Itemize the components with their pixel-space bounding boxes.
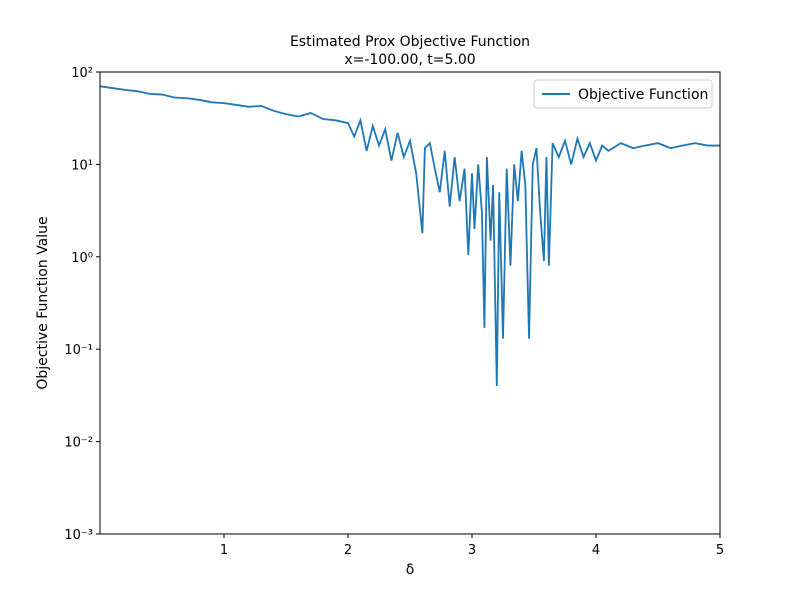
x-tick-label: 1 <box>220 543 228 558</box>
x-tick-label: 3 <box>468 543 476 558</box>
x-tick-label: 4 <box>592 543 600 558</box>
x-tick-label: 5 <box>716 543 724 558</box>
y-tick-label: 10⁻³ <box>64 528 93 543</box>
legend-label: Objective Function <box>578 87 708 103</box>
legend-box <box>533 79 713 109</box>
y-tick-label: 10⁰ <box>71 251 93 266</box>
y-tick-label: 10⁻² <box>64 436 93 451</box>
chart-title: Estimated Prox Objective Function <box>290 34 530 50</box>
y-tick-label: 10⁻¹ <box>64 343 93 358</box>
chart-subtitle: x=-100.00, t=5.00 <box>344 52 475 68</box>
plot <box>100 85 720 386</box>
y-axis-label: Objective Function Value <box>35 216 51 389</box>
y-tick-label: 10² <box>71 66 93 81</box>
series-line <box>100 85 720 386</box>
y-tick-label: 10¹ <box>71 158 93 173</box>
plot-frame <box>99 71 721 535</box>
x-tick-label: 2 <box>344 543 352 558</box>
x-axis-label: δ <box>406 562 415 578</box>
